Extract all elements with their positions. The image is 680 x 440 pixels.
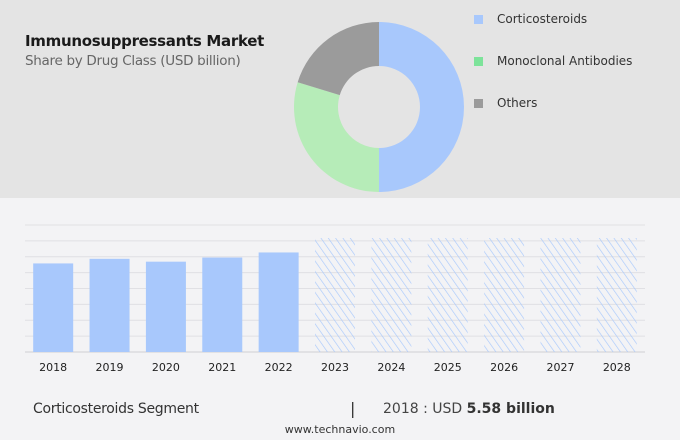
forecast-bar-2026 [484,238,525,352]
legend-item-monoclonal: Monoclonal Antibodies [474,54,632,68]
x-tick-label: 2028 [603,361,631,374]
segment-value: 2018 : USD 5.58 billion [383,401,555,417]
x-tick-label: 2025 [434,361,462,374]
x-tick-label: 2020 [152,361,180,374]
legend: Corticosteroids Monoclonal Antibodies Ot… [474,12,674,122]
separator: | [350,399,356,418]
legend-label: Others [497,96,538,110]
legend-item-others: Others [474,96,537,110]
forecast-bar-2025 [427,238,468,352]
legend-label: Corticosteroids [497,12,588,26]
donut-chart [293,22,464,192]
value-amount: 5.58 billion [466,401,555,417]
x-tick-label: 2026 [490,361,518,374]
forecast-bar-2028 [596,238,637,352]
x-tick-label: 2019 [96,361,124,374]
legend-swatch [474,99,483,108]
legend-label: Monoclonal Antibodies [497,54,633,68]
x-tick-label: 2023 [321,361,349,374]
segment-label: Corticosteroids Segment [33,401,199,417]
chart-title: Immunosuppressants Market [25,32,264,50]
forecast-bar-2024 [371,238,412,352]
donut-slice-corticosteroids [379,22,464,192]
bar-2018 [33,263,74,352]
x-tick-label: 2024 [377,361,405,374]
bars [33,238,637,352]
donut-slice-monoclonal-antibodies [293,82,379,192]
x-tick-label: 2018 [39,361,67,374]
x-axis-labels: 2018 2019 2020 2021 2022 2023 2024 2025 2026 2027… [39,361,631,374]
bar-2019 [89,258,130,352]
bar-2022 [258,252,299,352]
value-prefix: 2018 : USD [383,401,463,417]
legend-swatch [474,15,483,24]
source-link[interactable]: www.technavio.com [284,423,396,436]
x-tick-label: 2022 [265,361,293,374]
x-tick-label: 2027 [546,361,574,374]
chart-subtitle: Share by Drug Class (USD billion) [25,53,241,69]
bar-2020 [145,261,186,352]
bar-2021 [202,257,243,352]
legend-swatch [474,57,483,66]
donut-slice-others [297,22,379,96]
legend-item-corticosteroids: Corticosteroids [474,12,587,26]
x-tick-label: 2021 [208,361,236,374]
forecast-bar-2023 [315,238,355,352]
forecast-bar-2027 [540,238,581,352]
